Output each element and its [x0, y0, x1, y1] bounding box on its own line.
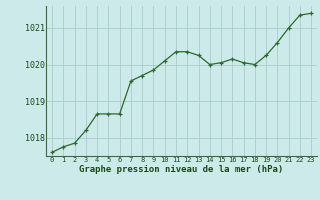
- X-axis label: Graphe pression niveau de la mer (hPa): Graphe pression niveau de la mer (hPa): [79, 165, 284, 174]
